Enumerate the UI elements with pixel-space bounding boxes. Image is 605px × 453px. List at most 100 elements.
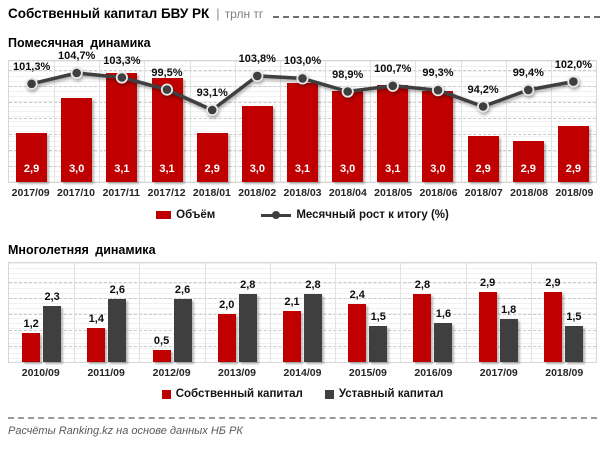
legend-item-volume: Объём xyxy=(156,209,215,221)
bar-value-label: 1,2 xyxy=(23,318,39,330)
equity-bar xyxy=(217,314,236,362)
equity-bar xyxy=(22,333,41,362)
bar-with-label: 1,5 xyxy=(564,311,583,362)
x-axis-label: 2013/09 xyxy=(218,367,257,379)
line-marker xyxy=(296,72,309,85)
charter-bar xyxy=(238,294,257,362)
charter-bar xyxy=(108,299,127,362)
growth-value-label: 103,3% xyxy=(103,54,141,67)
bar-value-label: 2,9 xyxy=(204,163,220,175)
column-separator xyxy=(54,61,56,182)
bar-with-label: 1,8 xyxy=(499,304,518,362)
bar-group: 2,9 1,8 xyxy=(466,263,531,362)
growth-value-label: 103,8% xyxy=(238,52,276,65)
monthly-chart: 2,9 3,0 3,1 3,1 2,9 3,0 3,1 3,0 3,1 3,0 2,9 2,9 2,9 1… xyxy=(8,50,597,221)
volume-bar: 3,1 xyxy=(287,83,318,182)
charter-bar xyxy=(564,326,583,362)
title-bar: Собственный капитал БВУ РК | трлн тг xyxy=(8,6,600,21)
bar-with-label: 2,0 xyxy=(217,299,236,362)
bar-group: 1,2 2,3 xyxy=(9,263,74,362)
column-separator xyxy=(234,61,236,182)
charter-bar xyxy=(499,319,518,362)
title-unit: трлн тг xyxy=(224,7,264,21)
column-separator xyxy=(144,61,146,182)
column-separator xyxy=(99,61,101,182)
column-separator xyxy=(415,61,417,182)
bar-value-label: 1,8 xyxy=(501,304,517,316)
bar-value-label: 3,0 xyxy=(69,163,85,175)
column-separator xyxy=(204,263,206,362)
volume-bar: 2,9 xyxy=(16,133,48,182)
bar-with-label: 1,2 xyxy=(22,318,41,362)
line-marker xyxy=(160,83,174,96)
gridline-dashed xyxy=(9,70,596,71)
line-marker xyxy=(431,84,445,97)
bar-value-label: 2,8 xyxy=(414,279,431,291)
volume-bar: 2,9 xyxy=(467,136,499,182)
bar-with-label: 2,9 xyxy=(478,277,497,362)
bar-with-label: 1,5 xyxy=(369,311,388,362)
equity-legend-label: Собственный капитал xyxy=(175,388,303,400)
x-axis-label: 2018/07 xyxy=(464,187,503,199)
column-separator xyxy=(335,263,337,362)
growth-value-label: 99,4% xyxy=(512,66,544,79)
growth-value-label: 93,1% xyxy=(196,87,228,99)
volume-bar: 3,0 xyxy=(422,91,454,182)
footer: Расчёты Ranking.kz на основе данных НБ Р… xyxy=(8,417,597,437)
bar-value-label: 1,5 xyxy=(566,311,582,323)
yearly-plot-area: 1,2 2,3 1,4 2,6 0,5 2,6 2,0 2,8 2,1 2,8 2,4 1,5 2,8 1… xyxy=(8,262,597,363)
x-axis-label: 2018/04 xyxy=(328,187,367,199)
growth-value-label: 104,7% xyxy=(58,50,96,62)
equity-bar xyxy=(543,292,562,362)
bar-value-label: 2,6 xyxy=(174,284,191,296)
bar-value-label: 2,9 xyxy=(545,277,561,289)
legend-item-equity: Собственный капитал xyxy=(161,388,303,400)
bar-value-label: 1,4 xyxy=(88,313,104,325)
x-axis-label: 2018/06 xyxy=(419,187,458,199)
monthly-x-axis: 2017/09 2017/10 2017/11 2017/12 2018/01 2018/… xyxy=(8,187,597,199)
yearly-legend: Собственный капитал Уставный капитал xyxy=(8,388,597,400)
x-axis-label: 2012/09 xyxy=(152,367,191,379)
line-marker xyxy=(476,100,490,113)
bar-value-label: 3,0 xyxy=(430,163,446,175)
bar-with-label: 2,4 xyxy=(348,289,367,362)
column-separator xyxy=(370,61,372,182)
bar-value-label: 3,1 xyxy=(294,163,311,175)
charter-bar xyxy=(369,326,388,362)
monthly-legend: Объём Месячный рост к итогу (%) xyxy=(8,209,597,221)
gridline-dashed xyxy=(9,314,596,315)
x-axis-label: 2017/12 xyxy=(147,187,186,199)
bar-value-label: 1,5 xyxy=(370,311,386,323)
column-separator xyxy=(460,61,462,182)
bar-value-label: 2,9 xyxy=(520,163,536,175)
column-separator xyxy=(505,61,507,182)
charter-bar-swatch-icon xyxy=(324,389,334,399)
column-separator xyxy=(269,263,271,362)
bar-with-label: 2,9 xyxy=(543,277,562,362)
charter-bar xyxy=(43,306,62,362)
bar-with-label: 2,8 xyxy=(238,279,257,362)
volume-bar: 2,9 xyxy=(557,126,589,182)
x-axis-label: 2014/09 xyxy=(283,367,322,379)
bar-group: 2,4 1,5 xyxy=(335,263,400,362)
bar-group: 2,1 2,8 xyxy=(270,263,335,362)
growth-value-label: 99,5% xyxy=(151,66,183,79)
bar-value-label: 3,1 xyxy=(114,163,130,175)
bar-value-label: 3,0 xyxy=(339,163,356,175)
bar-value-label: 2,8 xyxy=(240,279,256,291)
column-separator xyxy=(400,263,402,362)
x-axis-label: 2018/09 xyxy=(555,187,594,199)
bar-value-label: 2,9 xyxy=(480,277,496,289)
line-marker xyxy=(341,85,354,98)
line-marker xyxy=(70,66,83,80)
equity-bar-swatch-icon xyxy=(161,389,171,399)
volume-bar: 2,9 xyxy=(196,133,228,182)
growth-value-label: 100,7% xyxy=(374,62,412,75)
monthly-section-title: Помесячная динамика xyxy=(8,36,151,50)
x-axis-label: 2018/03 xyxy=(283,187,322,199)
title-separator: | xyxy=(216,6,220,21)
line-marker xyxy=(251,69,264,82)
charter-bar xyxy=(173,299,192,362)
bar-value-label: 2,8 xyxy=(305,279,321,291)
